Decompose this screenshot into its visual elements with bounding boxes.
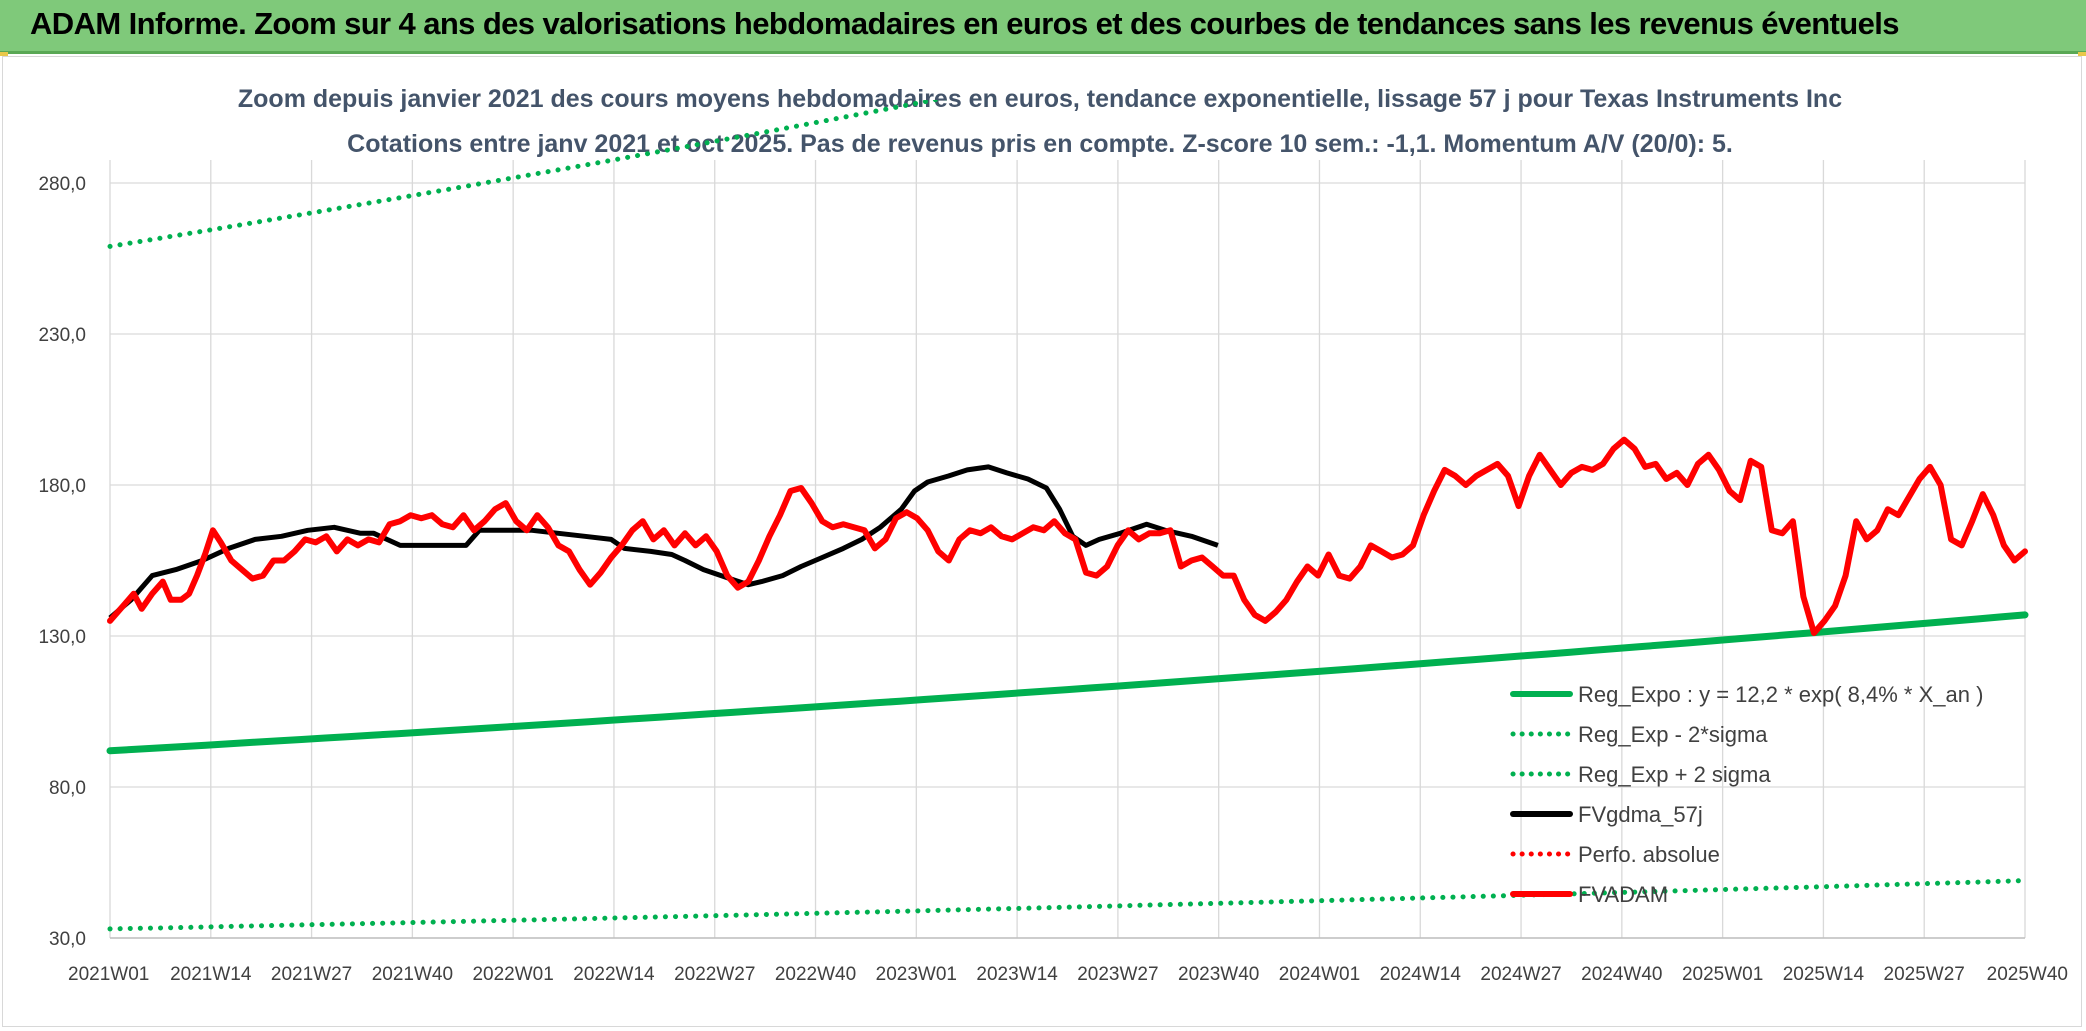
series-fvadam [110, 440, 2025, 633]
series-reg-exp-plus-2sigma [110, 0, 2025, 246]
chart-title-line2: Cotations entre janv 2021 et oct 2025. P… [347, 130, 1733, 158]
legend-label-2: Reg_Exp + 2 sigma [1578, 762, 1771, 787]
y-tick-label: 180,0 [38, 476, 86, 497]
x-tick-label: 2023W14 [976, 964, 1058, 985]
y-axis-ticks: 30,0 80,0 130,0 180,0 230,0 280,0 [38, 174, 86, 950]
legend-label-3: FVgdma_57j [1578, 802, 1703, 827]
x-tick-label: 2024W14 [1380, 964, 1462, 985]
legend-label-5: FVADAM [1578, 882, 1668, 907]
y-tick-label: 230,0 [38, 325, 86, 346]
x-tick-label: 2025W40 [1987, 964, 2068, 985]
legend-label-0: Reg_Expo : y = 12,2 * exp( 8,4% * X_an ) [1578, 682, 1983, 707]
series-fvgdma-57j [110, 467, 1218, 618]
x-tick-label: 2021W40 [372, 964, 453, 985]
y-tick-label: 280,0 [38, 174, 86, 195]
x-tick-label: 2022W27 [674, 964, 755, 985]
y-tick-label: 30,0 [49, 929, 86, 950]
x-tick-label: 2021W01 [68, 964, 149, 985]
x-tick-label: 2021W27 [271, 964, 352, 985]
chart-legend: Reg_Expo : y = 12,2 * exp( 8,4% * X_an )… [1513, 682, 1983, 907]
legend-label-4: Perfo. absolue [1578, 842, 1720, 867]
y-tick-label: 130,0 [38, 627, 86, 648]
x-tick-label: 2023W01 [876, 964, 957, 985]
chart: Zoom depuis janvier 2021 des cours moyen… [0, 0, 2086, 1031]
x-tick-label: 2023W27 [1077, 964, 1158, 985]
y-tick-label: 80,0 [49, 778, 86, 799]
x-tick-label: 2022W01 [472, 964, 553, 985]
x-tick-label: 2025W14 [1783, 964, 1865, 985]
x-tick-label: 2022W40 [775, 964, 856, 985]
x-tick-label: 2024W01 [1279, 964, 1360, 985]
x-tick-label: 2024W27 [1480, 964, 1561, 985]
series-reg-exp-minus-2sigma [110, 881, 2025, 929]
x-tick-label: 2024W40 [1581, 964, 1662, 985]
chart-title-line1: Zoom depuis janvier 2021 des cours moyen… [238, 85, 1842, 113]
chart-grid [110, 160, 2025, 938]
x-tick-label: 2022W14 [573, 964, 655, 985]
x-tick-label: 2025W27 [1884, 964, 1965, 985]
x-axis-ticks: 2021W01 2021W14 2021W27 2021W40 2022W01 2022W… [68, 964, 2068, 985]
x-tick-label: 2023W40 [1178, 964, 1259, 985]
x-tick-label: 2025W01 [1682, 964, 1763, 985]
x-tick-label: 2021W14 [170, 964, 252, 985]
legend-label-1: Reg_Exp - 2*sigma [1578, 722, 1768, 747]
